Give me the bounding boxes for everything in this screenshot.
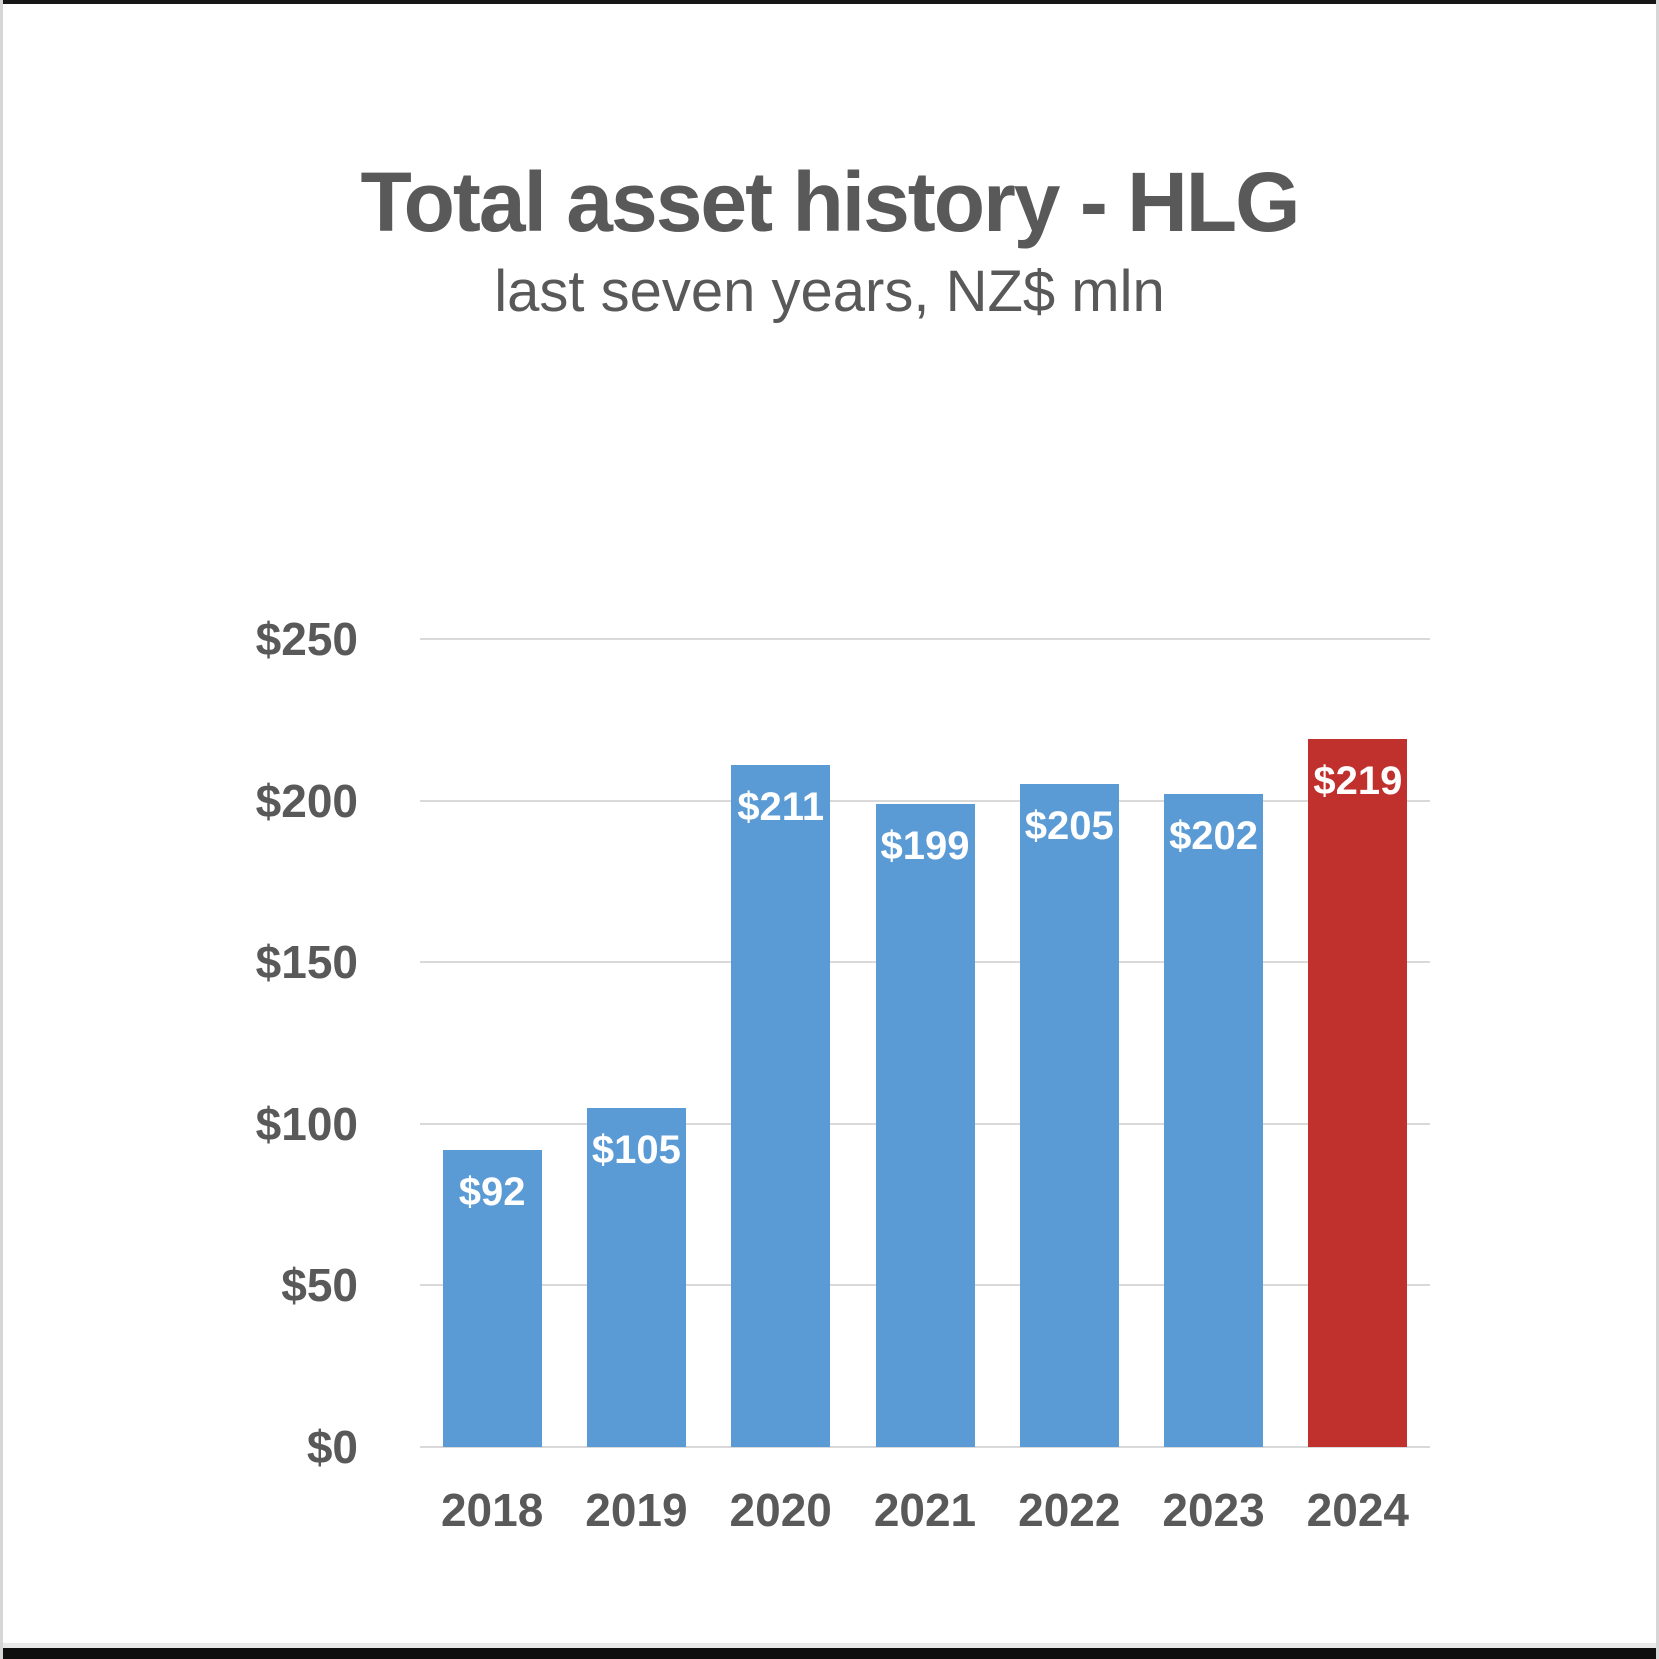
bar-value-label-2018: $92: [458, 1169, 526, 1214]
bar-2024: $219: [1308, 739, 1408, 1447]
x-axis-label-2022: 2022: [1018, 1484, 1121, 1536]
gridline-0: [420, 1446, 1430, 1448]
bar-2019: $105: [586, 1107, 686, 1447]
gridline-250: [420, 638, 1430, 640]
y-axis-label-200: $200: [255, 774, 358, 827]
chart-subtitle: last seven years, NZ$ mln: [494, 259, 1165, 324]
frame-left-line: [0, 0, 3, 1659]
x-axis-label-2018: 2018: [440, 1484, 544, 1536]
bar-2018: $92: [442, 1149, 542, 1447]
gridline-200: [420, 799, 1430, 802]
frame-top-line: [0, 0, 1659, 4]
y-axis-label-50: $50: [281, 1259, 358, 1312]
x-axis-label-2023: 2023: [1162, 1484, 1265, 1536]
chart-title: Total asset history - HLG: [360, 155, 1301, 249]
x-axis-label-2020: 2020: [729, 1484, 832, 1536]
y-axis-label-0: $0: [306, 1421, 358, 1473]
y-axis-label-150: $150: [255, 936, 358, 989]
bar-value-label-2021: $199: [880, 823, 970, 868]
y-axis-label-100: $100: [255, 1097, 358, 1150]
x-axis-label-2019: 2019: [585, 1484, 688, 1536]
x-axis-label-2024: 2024: [1306, 1484, 1410, 1536]
bar-2023: $202: [1164, 794, 1264, 1447]
bar-2022: $205: [1019, 784, 1119, 1447]
bar-2020: $211: [731, 765, 831, 1447]
bar-2021: $199: [875, 803, 975, 1447]
bar-value-label-2023: $202: [1169, 814, 1259, 859]
frame-right-line: [1656, 0, 1659, 1659]
x-axis-label-2021: 2021: [873, 1484, 977, 1536]
bar-value-label-2022: $205: [1024, 804, 1114, 849]
bar-value-label-2020: $211: [737, 785, 825, 830]
bar-value-label-2019: $105: [591, 1127, 681, 1172]
frame-bottom-bar: [0, 1648, 1659, 1659]
bar-value-label-2024: $219: [1313, 759, 1403, 804]
y-axis-label-250: $250: [255, 613, 358, 665]
frame-bottom-strip: [0, 1643, 1659, 1648]
